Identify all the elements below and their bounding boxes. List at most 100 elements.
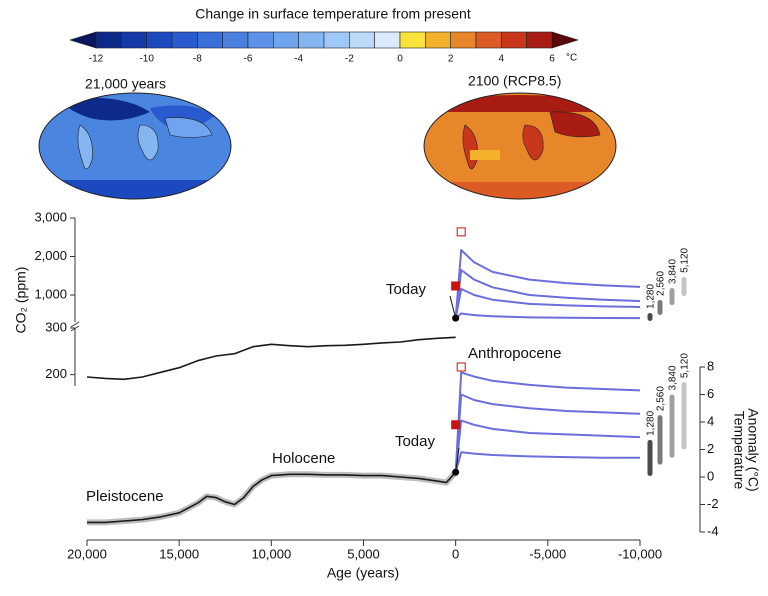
colorbar-segment [374,31,401,49]
colorbar-tick-label: -12 [89,54,104,65]
x-tick-label: 5,000 [347,546,380,561]
today-label: Today [395,433,436,450]
colorbar-segment [222,31,249,49]
y-tick-label: 1,000 [34,286,67,301]
scenario-bar [669,394,675,458]
series-line [454,393,641,473]
y-tick-label: 8 [707,358,714,373]
axis-break [70,321,80,328]
scenario-bar [647,439,653,477]
scenario-bar [657,299,663,315]
scenario-label: 2,560 [656,271,667,296]
annotation: Anthropocene [468,345,561,362]
scenario-bar [681,276,687,296]
colorbar-segment [171,31,198,49]
colorbar-tick-label: -4 [294,54,303,65]
map-outline [423,92,617,200]
marker [451,281,461,291]
colorbar-over [551,31,580,49]
colorbar-tick-label: 6 [549,54,555,65]
colorbar-segment [121,31,147,49]
x-tick-label: 0 [452,546,459,561]
scenario-bar [681,382,687,450]
today-label: Today [386,281,427,298]
today-point [452,468,460,476]
map-label: 2100 (RCP8.5) [468,73,561,89]
colorbar-segment [247,31,274,49]
series-line [86,336,456,381]
series-line [454,269,641,319]
y-axis-title: CO₂ (ppm) [13,267,29,334]
colorbar-segment [475,31,502,49]
scenario-bar [657,415,663,465]
colorbar-tick-label: -8 [193,54,202,65]
colorbar-tick-label: 0 [397,54,403,65]
x-tick-label: 10,000 [251,546,291,561]
colorbar-tick-label: -2 [345,54,354,65]
x-tick-label: -5,000 [529,546,566,561]
y-tick-label: 4 [707,413,714,428]
y-axis-title: Temperature [731,411,747,490]
y-tick-label: 300 [45,319,67,334]
series-line [454,287,641,319]
y-tick-label: -4 [707,523,719,538]
y-tick-label: 2 [707,441,714,456]
map-future [424,93,616,199]
colorbar-segment [323,31,350,49]
x-tick-label: 15,000 [159,546,199,561]
today-leader [449,295,457,319]
series-line [454,419,641,473]
colorbar-segment [273,31,299,49]
x-tick-label: -10,000 [618,546,662,561]
series-line [455,312,641,320]
scenario-label: 5,120 [680,353,691,378]
colorbar-tick-label: -6 [244,54,253,65]
marker [451,420,461,430]
series-line [87,471,457,524]
marker [456,227,466,237]
colorbar-segment [349,31,375,49]
marker [456,362,466,372]
colorbar-segment [425,31,451,49]
colorbar-segment [146,31,173,49]
y-tick-label: -2 [707,496,719,511]
annotation: Pleistocene [86,488,164,505]
scenario-label: 5,120 [680,247,691,272]
scenario-label: 1,280 [646,284,657,309]
scenario-label: 3,840 [668,259,679,284]
map-lgm [39,93,231,199]
y-tick-label: 0 [707,468,714,483]
scenario-bar [669,287,675,306]
scenario-label: 2,560 [656,386,667,411]
scenario-label: 3,840 [668,365,679,390]
scenario-label: 1,280 [646,410,657,435]
today-point [452,314,460,322]
colorbar-segment [197,31,223,49]
y-tick-label: 2,000 [34,248,67,263]
map-outline [38,92,232,200]
y-tick-label: 200 [45,366,67,381]
today-leader [455,447,460,473]
series-line [454,451,640,473]
x-tick-label: 20,000 [67,546,107,561]
colorbar-tick-label: -10 [139,54,154,65]
colorbar-under [68,31,97,49]
y-tick-label: 3,000 [34,209,67,224]
map-label: 21,000 years [85,76,166,92]
colorbar-segment [501,31,527,49]
colorbar-unit: °C [566,53,577,64]
colorbar-tick-label: 2 [448,54,454,65]
colorbar-segment [95,31,122,49]
scenario-bar [647,312,653,321]
colorbar-title: Change in surface temperature from prese… [195,6,471,22]
y-tick-label: 6 [707,386,714,401]
annotation: Holocene [272,450,335,467]
series-line [454,371,641,473]
x-axis-title: Age (years) [327,565,399,581]
colorbar-segment [450,31,477,49]
colorbar-segment [298,31,325,49]
y-axis-title: Anomaly (°C) [745,408,761,491]
colorbar-segment [526,31,553,49]
colorbar-tick-label: 4 [499,54,505,65]
